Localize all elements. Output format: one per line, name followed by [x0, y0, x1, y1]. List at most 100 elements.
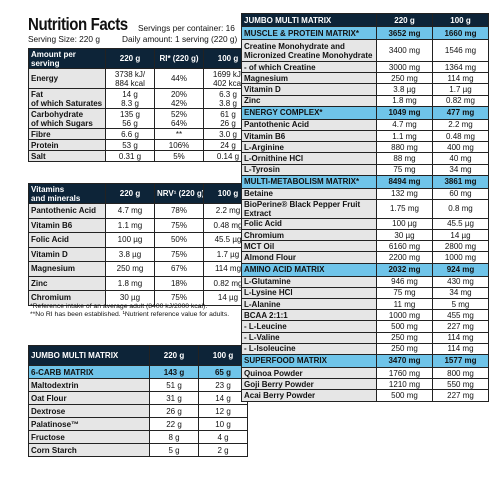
daily-amount: Daily amount: 1 serving (220 g): [122, 34, 238, 44]
section-100g: 924 mg: [432, 262, 489, 277]
table-row: - L-Valine 250 mg 114 mg: [241, 331, 489, 344]
value-220g: 3.8 µg: [376, 83, 433, 96]
table-row: Acai Berry Powder 500 mg 227 mg: [241, 389, 489, 402]
table-row: Chromium 30 µg 75% 14 µg: [28, 290, 253, 306]
header-cell: 100 g: [432, 13, 489, 27]
table-header: Amount per serving 220 g RI* (220 g) 100 g: [28, 48, 253, 69]
section-row: SUPERFOOD MATRIX 3470 mg 1577 mg: [241, 353, 489, 368]
value-nrv: 67%: [154, 261, 204, 277]
value-220g: 51 g: [149, 378, 199, 392]
value-220g: 1.1 mg: [376, 129, 433, 143]
value-220g: 11 mg: [376, 297, 433, 311]
section-220g: 8494 mg: [376, 174, 433, 189]
row-label: MCT Oil: [241, 240, 377, 253]
row-label: Goji Berry Powder: [241, 378, 377, 391]
table-header: JUMBO MULTI MATRIX 220 g 100 g: [241, 13, 489, 27]
table-row: Pantothenic Acid 4.7 mg 2.2 mg: [241, 118, 489, 131]
value-100g: 12 g: [198, 404, 248, 418]
value-100g: 1.7 µg: [432, 83, 489, 96]
value-220g: 946 mg: [376, 275, 433, 288]
row-label: Vitamin B6: [241, 129, 377, 143]
row-label: Protein: [28, 139, 106, 151]
value-220g: 3.8 µg: [105, 246, 155, 262]
row-label: Creatine Monohydrate and Micronized Creat…: [241, 39, 377, 62]
row-label: Fibre: [28, 128, 106, 140]
row-label: L-Alanine: [241, 297, 377, 311]
value-220g: 250 mg: [105, 261, 155, 277]
value-220g: 88 mg: [376, 152, 433, 165]
row-label: Quinoa Powder: [241, 366, 377, 380]
table-header: JUMBO MULTI MATRIX 220 g 100 g: [28, 345, 248, 366]
value-220g: 0.31 g: [105, 150, 155, 162]
value-100g: 430 mg: [432, 275, 489, 288]
table-row: Palatinose™ 22 g 10 g: [28, 417, 248, 431]
value-100g: 114 mg: [432, 72, 489, 85]
value-100g: 2.2 mg: [432, 118, 489, 131]
row-label: Salt: [28, 150, 106, 162]
table-row: Vitamin B6 1.1 mg 75% 0.48 mg: [28, 217, 253, 233]
header-cell: NRV¹ (220 g): [154, 183, 204, 204]
value-100g: 1364 mg: [432, 60, 489, 74]
servings-per-container: Servings per container: 16: [138, 23, 235, 33]
row-label: Pantothenic Acid: [28, 203, 106, 219]
table-row: Folic Acid 100 µg 50% 45.5 µg: [28, 232, 253, 248]
value-nrv: 50%: [154, 232, 204, 248]
row-label: Chromium: [28, 290, 106, 306]
table-row: Vitamin D 3.8 µg 75% 1.7 µg: [28, 246, 253, 262]
row-label: L-Ornithine HCl: [241, 152, 377, 165]
value-100g: 1546 mg: [432, 39, 489, 62]
value-100g: 227 mg: [432, 389, 489, 402]
row-label: - of which Creatine: [241, 60, 377, 74]
row-label: Magnesium: [241, 72, 377, 85]
value-nrv: 78%: [154, 203, 204, 219]
value-100g: 227 mg: [432, 320, 489, 333]
value-nrv: 75%: [154, 246, 204, 262]
row-label: Vitamin B6: [28, 217, 106, 233]
value-100g: 1000 mg: [432, 251, 489, 264]
row-label: - L-Isoleucine: [241, 342, 377, 355]
row-label: Maltodextrin: [28, 378, 150, 392]
value-100g: 4 g: [198, 430, 248, 444]
table-row: Fibre 6.6 g ** 3.0 g: [28, 128, 253, 140]
header-cell: 100 g: [203, 183, 253, 204]
value-100g: 34 mg: [432, 286, 489, 300]
header-cell: Amount per serving: [28, 48, 106, 69]
section-row: MULTI-METABOLISM MATRIX* 8494 mg 3861 mg: [241, 174, 489, 189]
value-ri: 52% 64%: [154, 108, 204, 129]
value-100g: 0.48 mg: [432, 129, 489, 143]
section-220g: 3470 mg: [376, 353, 433, 368]
table-row: Betaine 132 mg 60 mg: [241, 187, 489, 200]
table-row: Pantothenic Acid 4.7 mg 78% 2.2 mg: [28, 203, 253, 219]
section-row: MUSCLE & PROTEIN MATRIX* 3652 mg 1660 mg: [241, 26, 489, 40]
table-header: Vitamins and minerals 220 g NRV¹ (220 g) 100…: [28, 183, 253, 204]
table-row: Carbohydrate of which Sugars 135 g 56 g 52% 6…: [28, 108, 253, 129]
row-label: Betaine: [241, 187, 377, 200]
value-220g: 22 g: [149, 417, 199, 431]
value-220g: 75 mg: [376, 163, 433, 176]
row-label: Folic Acid: [241, 217, 377, 231]
row-label: Carbohydrate of which Sugars: [28, 108, 106, 129]
section-label: 6-CARB MATRIX: [28, 365, 150, 379]
value-220g: 100 µg: [105, 232, 155, 248]
value-220g: 880 mg: [376, 141, 433, 154]
table-row: MCT Oil 6160 mg 2800 mg: [241, 240, 489, 253]
value-220g: 2200 mg: [376, 251, 433, 264]
row-label: Oat Flour: [28, 391, 150, 405]
page-title: Nutrition Facts: [28, 14, 128, 34]
value-220g: 132 mg: [376, 187, 433, 200]
section-220g: 2032 mg: [376, 262, 433, 277]
table-row: Vitamin D 3.8 µg 1.7 µg: [241, 83, 489, 96]
value-ri: 5%: [154, 150, 204, 162]
header-cell: RI* (220 g): [154, 48, 204, 69]
row-label: Chromium: [241, 229, 377, 242]
value-220g: 500 mg: [376, 389, 433, 402]
section-100g: 3861 mg: [432, 174, 489, 189]
value-220g: 6160 mg: [376, 240, 433, 253]
table-row: BioPerine® Black Pepper Fruit Extract 1.7…: [241, 198, 489, 219]
section-label: ENERGY COMPLEX*: [241, 105, 377, 120]
value-100g: 400 mg: [432, 141, 489, 154]
table-row: - of which Creatine 3000 mg 1364 mg: [241, 60, 489, 74]
header-cell: JUMBO MULTI MATRIX: [241, 13, 377, 27]
value-220g: 1.1 mg: [105, 217, 155, 233]
